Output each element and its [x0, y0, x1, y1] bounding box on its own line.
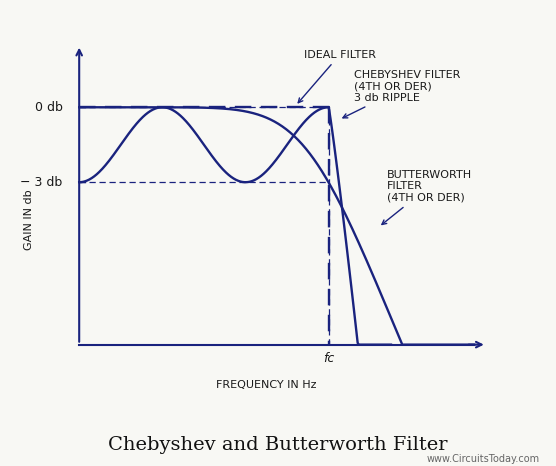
Text: 0 db: 0 db	[34, 101, 63, 114]
Text: CHEBYSHEV FILTER
(4TH OR DER)
3 db RIPPLE: CHEBYSHEV FILTER (4TH OR DER) 3 db RIPPL…	[343, 70, 460, 118]
Text: BUTTERWORTH
FILTER
(4TH OR DER): BUTTERWORTH FILTER (4TH OR DER)	[382, 170, 472, 225]
Text: − 3 db: − 3 db	[21, 176, 63, 189]
Text: Chebyshev and Butterworth Filter: Chebyshev and Butterworth Filter	[108, 436, 448, 454]
Text: fᴄ: fᴄ	[323, 352, 334, 365]
Text: GAIN IN db: GAIN IN db	[24, 189, 34, 250]
Text: www.CircuitsToday.com: www.CircuitsToday.com	[426, 454, 539, 464]
Text: FREQUENCY IN Hz: FREQUENCY IN Hz	[216, 380, 316, 390]
Text: IDEAL FILTER: IDEAL FILTER	[298, 50, 376, 103]
